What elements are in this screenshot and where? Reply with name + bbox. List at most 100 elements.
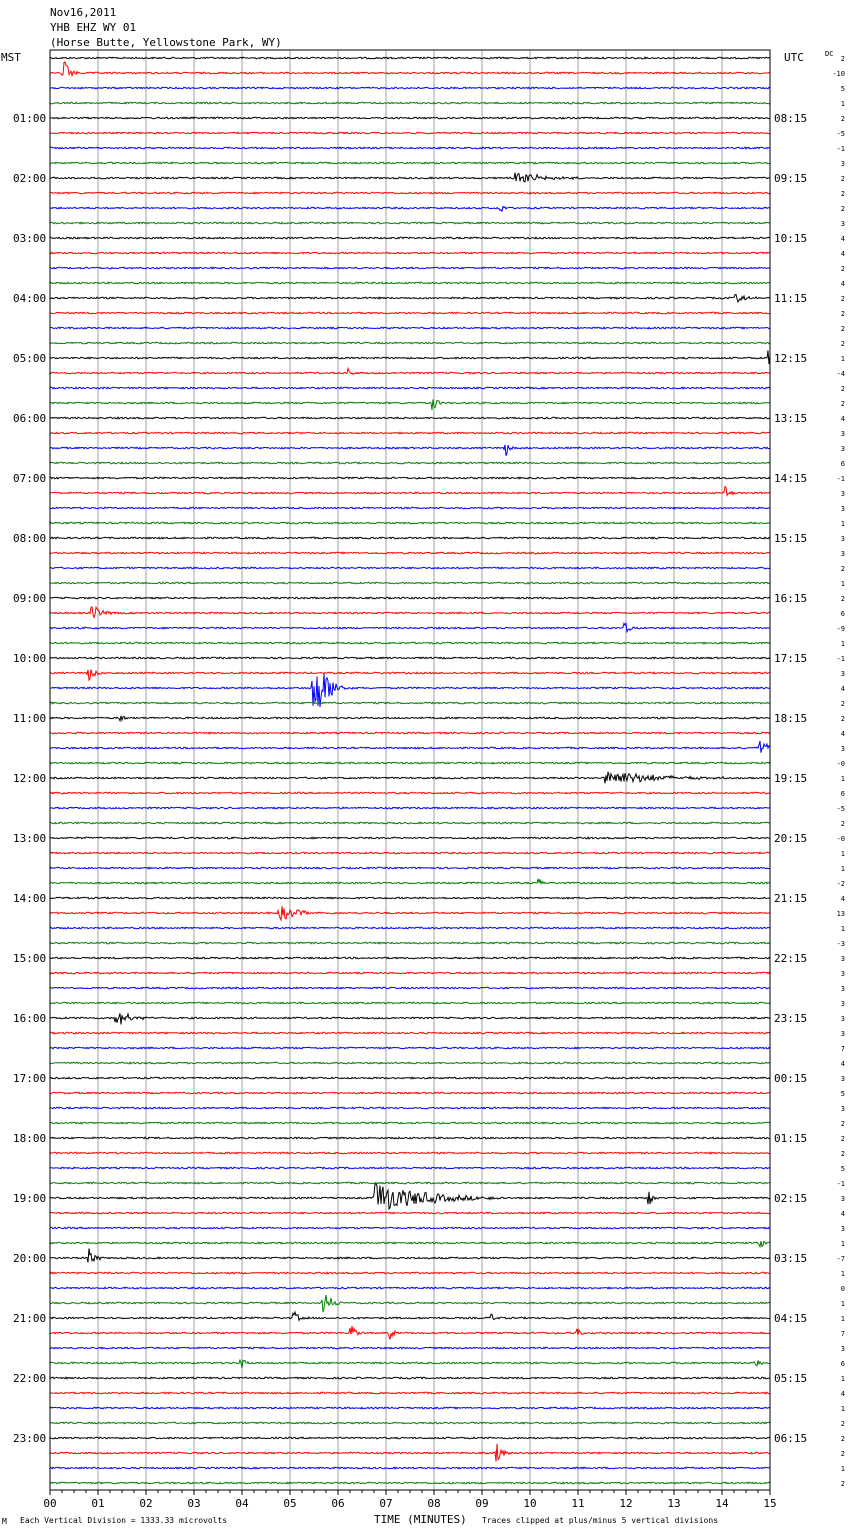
seismic-trace — [49, 1240, 771, 1249]
seismic-trace — [49, 341, 771, 345]
location-label: (Horse Butte, Yellowstone Park, WY) — [50, 36, 282, 49]
seismic-trace — [49, 281, 771, 285]
dc-offset-value: 1 — [841, 925, 845, 933]
hour-label-mst: 07:00 — [13, 472, 46, 485]
scale-note: Each Vertical Division = 1333.33 microvo… — [20, 1516, 227, 1525]
dc-offset-value: 1 — [841, 1375, 845, 1383]
seismic-trace — [49, 191, 771, 195]
seismic-trace — [49, 596, 771, 600]
dc-offset-value: 2 — [841, 820, 845, 828]
hour-label-mst: 19:00 — [13, 1192, 46, 1205]
dc-offset-value: 4 — [841, 730, 845, 738]
seismic-trace — [49, 1443, 771, 1462]
dc-offset-value: 1 — [841, 850, 845, 858]
dc-offset-value: 4 — [841, 1060, 845, 1068]
seismic-trace — [49, 416, 771, 420]
dc-offset-value: 1 — [841, 775, 845, 783]
seismic-trace — [49, 251, 771, 255]
dc-offset-value: 4 — [841, 1390, 845, 1398]
hour-label-mst: 05:00 — [13, 352, 46, 365]
dc-offset-value: 2 — [841, 1150, 845, 1158]
dc-offset-value: 6 — [841, 460, 845, 468]
hour-label-utc: 18:15 — [774, 712, 807, 725]
seismic-trace — [49, 161, 771, 165]
seismic-trace — [49, 1286, 771, 1290]
seismic-trace — [49, 536, 771, 540]
seismic-trace — [49, 1421, 771, 1425]
seismic-trace — [49, 1076, 771, 1080]
dc-offset-value: 1 — [841, 100, 845, 108]
dc-offset-value: 1 — [841, 1405, 845, 1413]
hour-label-utc: 23:15 — [774, 1012, 807, 1025]
seismic-trace — [49, 146, 771, 150]
dc-offset-value: 5 — [841, 1090, 845, 1098]
seismic-trace — [49, 1121, 771, 1125]
dc-offset-value: 0 — [841, 1285, 845, 1293]
seismic-trace — [49, 566, 771, 570]
seismic-trace — [49, 86, 771, 90]
traces — [49, 56, 771, 1485]
x-tick-label: 03 — [187, 1497, 200, 1510]
hour-label-mst: 01:00 — [13, 112, 46, 125]
seismic-trace — [49, 971, 771, 975]
dc-offset-value: 1 — [841, 520, 845, 528]
dc-offset-value: 5 — [841, 1165, 845, 1173]
seismic-trace — [49, 1106, 771, 1110]
seismic-trace — [49, 1436, 771, 1440]
dc-offset-value: 7 — [841, 1045, 845, 1053]
seismic-trace — [49, 581, 771, 585]
x-axis-title: TIME (MINUTES) — [374, 1513, 467, 1526]
hour-label-mst: 06:00 — [13, 412, 46, 425]
dc-offset-value: 3 — [841, 535, 845, 543]
seismic-trace — [49, 1061, 771, 1065]
hour-label-mst: 16:00 — [13, 1012, 46, 1025]
x-tick-label: 02 — [139, 1497, 152, 1510]
seismic-trace — [49, 1376, 771, 1380]
hour-label-utc: 13:15 — [774, 412, 807, 425]
hour-label-mst: 08:00 — [13, 532, 46, 545]
dc-offset-value: 2 — [841, 595, 845, 603]
dc-offset-value: 2 — [841, 1120, 845, 1128]
dc-offset-value: 6 — [841, 1360, 845, 1368]
hour-label-utc: 19:15 — [774, 772, 807, 785]
hour-label-mst: 04:00 — [13, 292, 46, 305]
hour-label-utc: 22:15 — [774, 952, 807, 965]
seismic-trace — [49, 740, 771, 753]
seismic-trace — [49, 172, 771, 183]
seismic-trace — [49, 444, 771, 456]
hour-label-utc: 17:15 — [774, 652, 807, 665]
seismic-trace — [49, 1183, 771, 1211]
seismic-trace — [49, 1358, 771, 1369]
x-tick-label: 15 — [763, 1497, 776, 1510]
seismic-trace — [49, 506, 771, 510]
seismic-trace — [49, 521, 771, 525]
dc-offset-value: 3 — [841, 1345, 845, 1353]
hour-label-mst: 02:00 — [13, 172, 46, 185]
dc-offset-value: 2 — [841, 1420, 845, 1428]
hour-label-mst: 17:00 — [13, 1072, 46, 1085]
hour-label-utc: 20:15 — [774, 832, 807, 845]
seismic-trace — [49, 673, 771, 708]
dc-offset-value: -5 — [837, 130, 845, 138]
dc-offset-value: 3 — [841, 955, 845, 963]
corner-mark: M — [2, 1517, 7, 1526]
hour-label-mst: 14:00 — [13, 892, 46, 905]
hour-label-mst: 21:00 — [13, 1312, 46, 1325]
x-tick-label: 14 — [715, 1497, 729, 1510]
seismic-trace — [49, 399, 771, 411]
dc-offset-value: 3 — [841, 1000, 845, 1008]
seismic-trace — [49, 1325, 771, 1340]
dc-offset-value: 4 — [841, 895, 845, 903]
dc-offset-value: 1 — [841, 865, 845, 873]
x-tick-label: 13 — [667, 1497, 680, 1510]
hour-label-mst: 15:00 — [13, 952, 46, 965]
seismic-trace — [49, 1012, 771, 1025]
dc-offset-value: 3 — [841, 1105, 845, 1113]
dc-offset-value: -10 — [832, 70, 845, 78]
hour-labels: 01:00 02:00 03:00 04:00 05:00 06:00 07:00 08:00… — [13, 112, 807, 1445]
seismic-trace — [49, 476, 771, 480]
seismic-trace — [49, 131, 771, 135]
x-tick-label: 01 — [91, 1497, 104, 1510]
seismic-trace — [49, 851, 771, 855]
